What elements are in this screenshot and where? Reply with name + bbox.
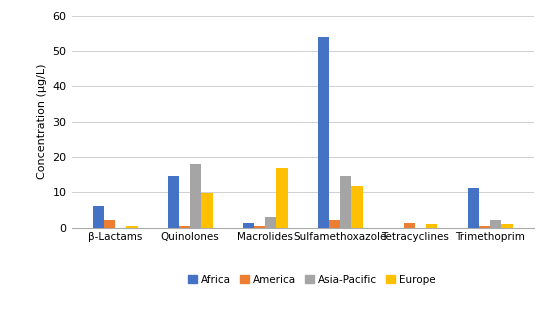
Bar — [104, 221, 115, 228]
Bar — [126, 226, 138, 228]
Bar — [201, 193, 212, 228]
Bar — [254, 227, 265, 228]
Bar — [478, 226, 490, 228]
Y-axis label: Concentration (μg/L): Concentration (μg/L) — [37, 64, 47, 179]
Bar — [351, 186, 362, 228]
Bar — [179, 226, 190, 228]
Bar — [276, 167, 288, 228]
Bar — [317, 37, 329, 228]
Bar — [329, 221, 340, 228]
Bar — [468, 188, 478, 228]
Bar — [501, 224, 513, 228]
Bar — [243, 223, 254, 228]
Bar — [265, 217, 276, 228]
Bar — [92, 206, 104, 228]
Bar — [404, 223, 415, 228]
Bar — [426, 224, 437, 228]
Legend: Africa, America, Asia-Pacific, Europe: Africa, America, Asia-Pacific, Europe — [184, 271, 440, 289]
Bar — [168, 176, 179, 228]
Bar — [190, 164, 201, 228]
Bar — [490, 220, 501, 228]
Bar — [340, 176, 351, 228]
